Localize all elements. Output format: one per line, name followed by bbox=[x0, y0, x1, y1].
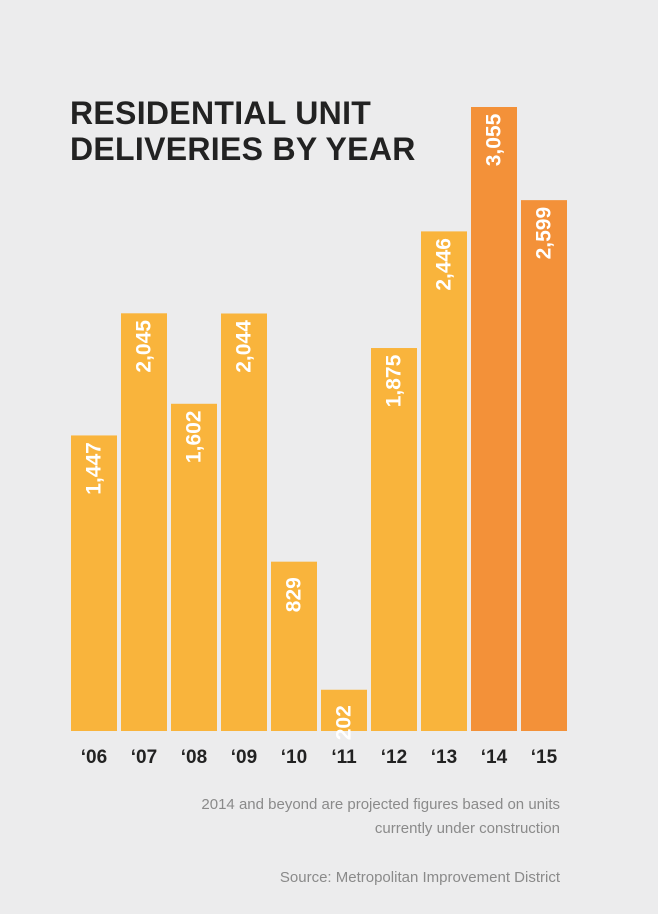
x-tick-label-8: ‘14 bbox=[481, 747, 508, 768]
bar-value-label-2: 1,602 bbox=[183, 411, 206, 464]
bar-value-label-1: 2,045 bbox=[133, 320, 156, 373]
chart-title-line-2: DELIVERIES BY YEAR bbox=[70, 131, 416, 167]
projection-note: 2014 and beyond are projected figures ba… bbox=[120, 793, 560, 841]
x-tick-label-1: ‘07 bbox=[131, 747, 157, 768]
x-tick-label-6: ‘12 bbox=[381, 747, 407, 768]
x-tick-label-3: ‘09 bbox=[231, 747, 257, 768]
bar-value-label-3: 2,044 bbox=[233, 320, 256, 373]
bar-value-label-8: 3,055 bbox=[483, 113, 506, 166]
x-tick-label-7: ‘13 bbox=[431, 747, 457, 768]
bar-value-label-9: 2,599 bbox=[533, 207, 556, 260]
bar-value-label-7: 2,446 bbox=[433, 238, 456, 291]
bar-6 bbox=[371, 348, 417, 731]
bar-1 bbox=[121, 313, 167, 731]
chart-title: RESIDENTIAL UNIT DELIVERIES BY YEAR bbox=[70, 95, 416, 167]
source-credit: Source: Metropolitan Improvement Distric… bbox=[279, 869, 560, 886]
bar-value-label-4: 829 bbox=[283, 577, 306, 612]
x-tick-label-5: ‘11 bbox=[331, 747, 357, 768]
bar-4 bbox=[271, 561, 317, 731]
x-tick-label-4: ‘10 bbox=[281, 747, 307, 768]
x-tick-label-9: ‘15 bbox=[531, 747, 558, 768]
bar-value-label-5: 202 bbox=[333, 705, 356, 740]
bar-5 bbox=[321, 689, 367, 731]
bar-value-label-6: 1,875 bbox=[383, 354, 406, 407]
x-tick-label-2: ‘08 bbox=[181, 747, 207, 768]
bar-2 bbox=[171, 403, 217, 731]
projection-note-line-2: currently under construction bbox=[374, 820, 560, 837]
x-tick-label-0: ‘06 bbox=[81, 747, 107, 768]
bar-7 bbox=[421, 231, 467, 732]
bar-0 bbox=[71, 435, 117, 731]
bar-9 bbox=[521, 200, 567, 731]
chart-title-line-1: RESIDENTIAL UNIT bbox=[70, 95, 372, 131]
bar-value-label-0: 1,447 bbox=[83, 442, 106, 495]
bar-3 bbox=[221, 313, 267, 731]
bar-8 bbox=[471, 107, 517, 731]
projection-note-line-1: 2014 and beyond are projected figures ba… bbox=[201, 796, 560, 813]
